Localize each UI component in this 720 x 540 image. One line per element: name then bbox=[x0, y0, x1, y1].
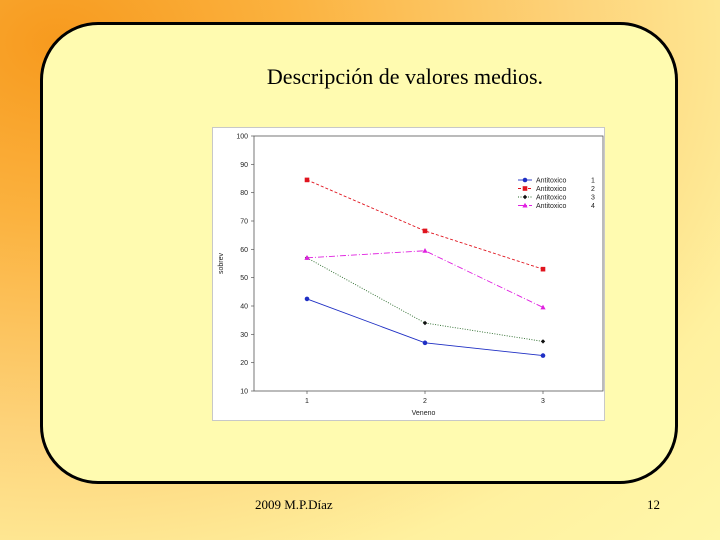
y-axis-title: sobrev bbox=[218, 252, 225, 274]
legend-code: 4 bbox=[591, 203, 595, 210]
y-tick-label: 60 bbox=[240, 247, 248, 254]
data-point bbox=[540, 339, 546, 344]
data-point bbox=[422, 247, 428, 253]
data-point bbox=[522, 177, 528, 183]
data-point bbox=[304, 255, 310, 260]
data-point bbox=[304, 296, 310, 302]
y-tick-label: 80 bbox=[240, 190, 248, 197]
series-line-2 bbox=[306, 179, 544, 270]
y-tick-label: 100 bbox=[236, 134, 248, 141]
legend-label: Antitoxico bbox=[536, 178, 566, 185]
chart-panel: 10 20 30 40 50 60 70 80 90 100 1 2 3 Veneno sobrev Anti… bbox=[212, 127, 605, 421]
footer-author: 2009 M.P.Díaz bbox=[255, 497, 333, 512]
page-number: 12 bbox=[647, 497, 660, 512]
data-point bbox=[540, 266, 546, 272]
data-point bbox=[522, 194, 528, 200]
x-tick-label: 2 bbox=[423, 398, 427, 405]
data-point bbox=[522, 202, 528, 208]
series-line-4 bbox=[306, 250, 544, 308]
data-point bbox=[422, 228, 428, 234]
legend-code: 1 bbox=[591, 178, 595, 185]
x-tick-label: 3 bbox=[541, 398, 545, 405]
legend-label: Antitoxico bbox=[536, 195, 566, 202]
plot-area-frame bbox=[253, 135, 604, 392]
x-axis-title: Veneno bbox=[412, 410, 436, 417]
y-tick-label: 10 bbox=[240, 389, 248, 396]
data-point bbox=[522, 186, 528, 191]
data-point bbox=[540, 304, 546, 310]
data-point bbox=[422, 340, 428, 346]
data-point bbox=[540, 353, 546, 358]
data-point bbox=[422, 320, 428, 326]
y-tick-label: 20 bbox=[240, 360, 248, 367]
y-tick-label: 30 bbox=[240, 332, 248, 339]
y-tick-label: 70 bbox=[240, 219, 248, 226]
legend-label: Antitoxico bbox=[536, 203, 566, 210]
legend-code: 3 bbox=[591, 195, 595, 202]
series-line-3 bbox=[306, 257, 544, 342]
legend-label: Antitoxico bbox=[536, 186, 566, 193]
y-tick-label: 90 bbox=[240, 162, 248, 169]
y-tick-label: 40 bbox=[240, 304, 248, 311]
series-line-1 bbox=[306, 298, 544, 357]
y-tick-label: 50 bbox=[240, 275, 248, 282]
x-tick-label: 1 bbox=[305, 398, 309, 405]
legend-code: 2 bbox=[591, 186, 595, 193]
data-point bbox=[304, 177, 310, 183]
slide-title: Descripción de valores medios. bbox=[266, 64, 544, 89]
